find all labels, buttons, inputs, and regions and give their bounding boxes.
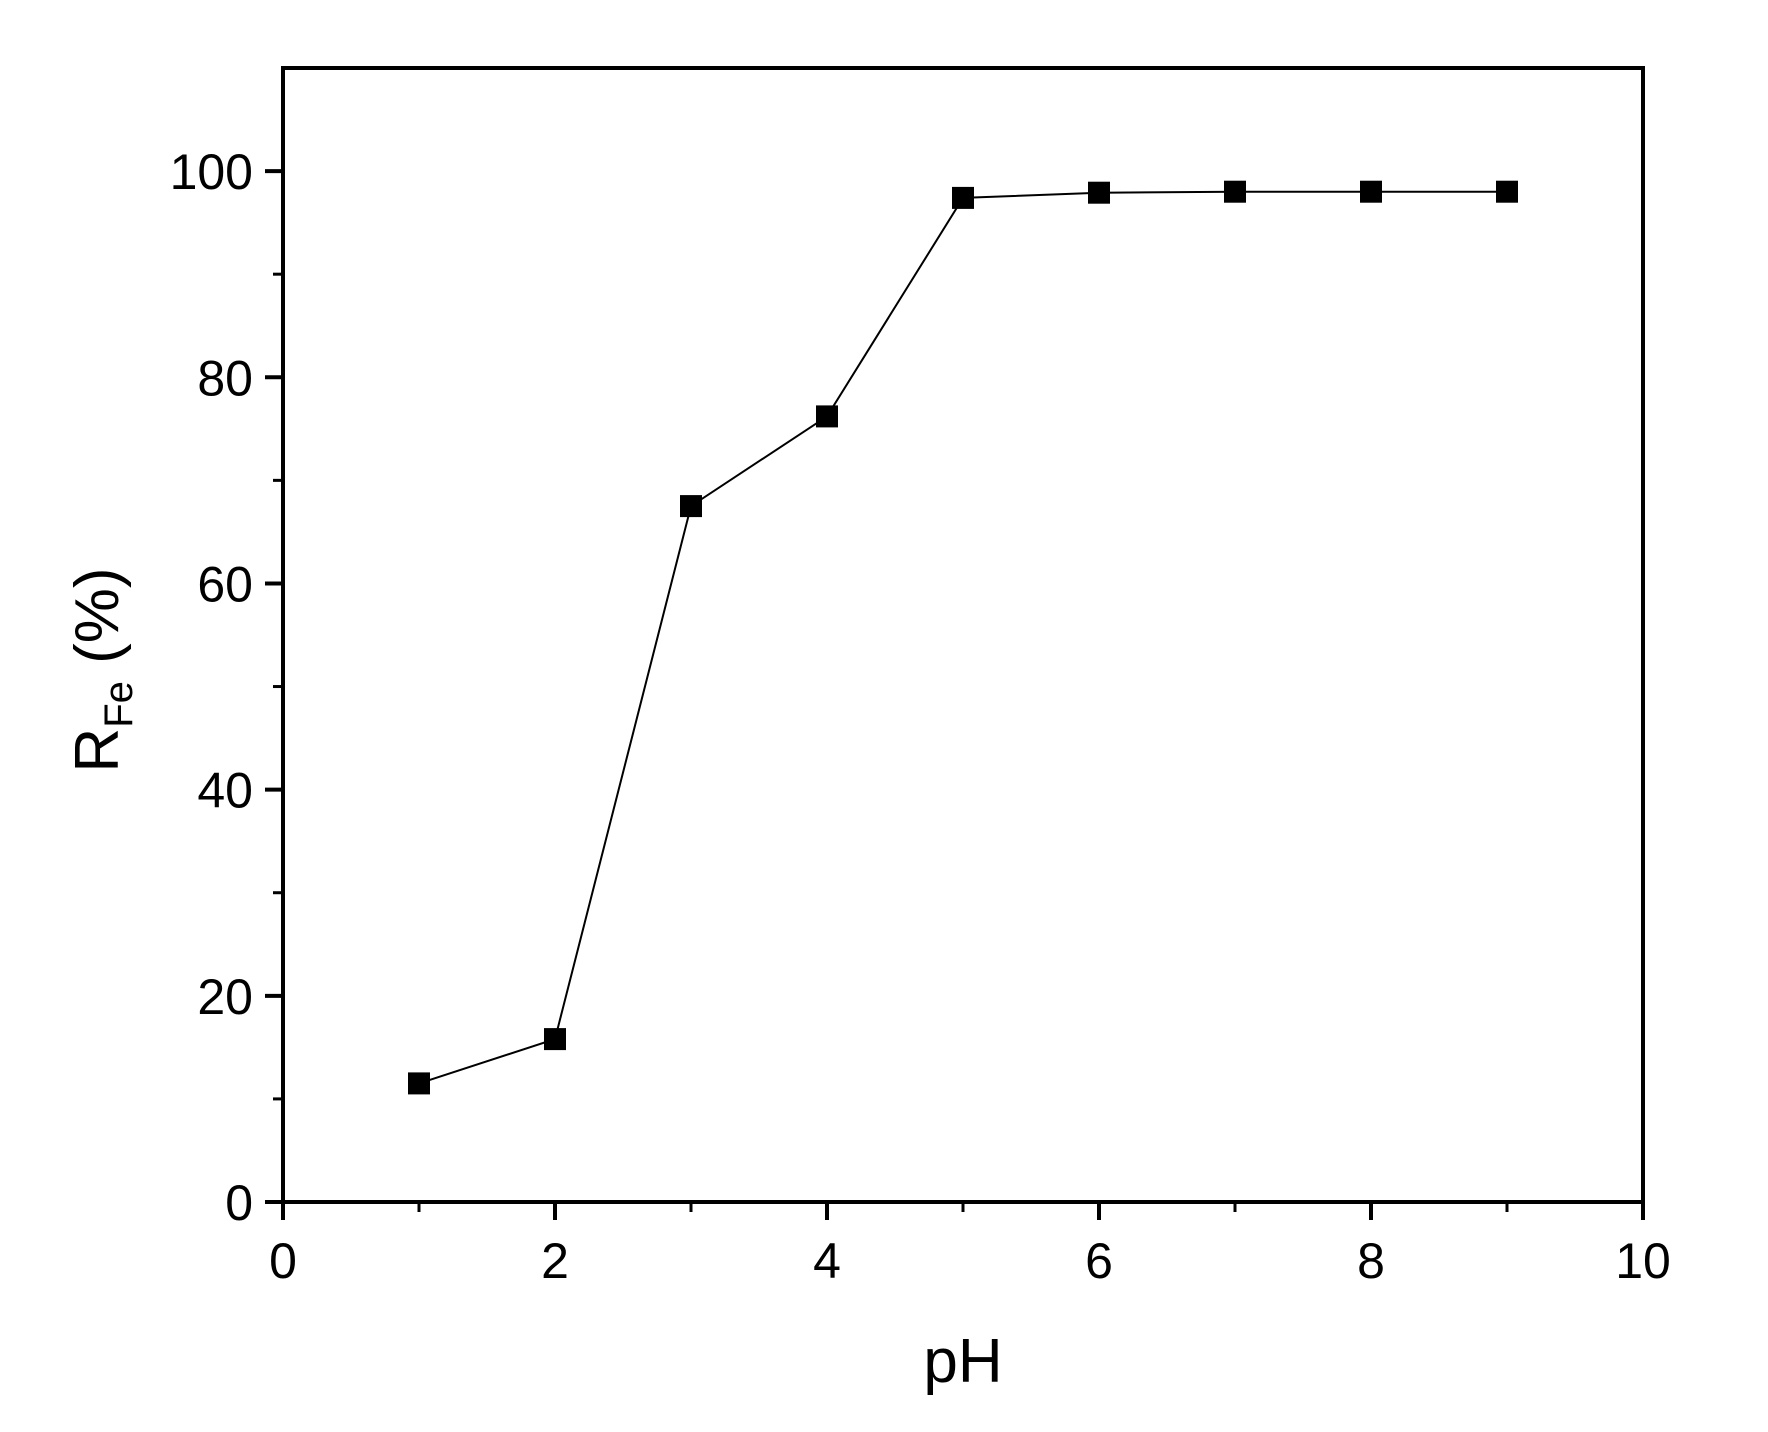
data-point [1496,180,1518,203]
y-tick-label: 40 [197,763,253,819]
data-point [1088,181,1110,204]
x-axis-title: pH [923,1327,1002,1396]
y-axis-title-text: RFe (%) [63,567,141,772]
y-tick-label: 20 [197,969,253,1025]
data-point [408,1072,430,1095]
y-axis-title-main: R [63,728,132,773]
data-point [544,1028,566,1051]
data-point [1224,180,1246,203]
data-point [1360,180,1382,203]
x-tick-label: 2 [541,1233,569,1289]
y-tick-label: 100 [170,144,253,200]
x-tick-label: 10 [1615,1233,1671,1289]
x-tick-label: 6 [1085,1233,1113,1289]
x-tick-label: 8 [1357,1233,1385,1289]
y-tick-label: 60 [197,556,253,612]
y-axis-title: RFe (%) [63,567,141,772]
data-point [816,405,838,428]
y-axis-title-subscript: Fe [97,681,141,728]
y-axis-title-unit: (%) [63,567,132,681]
x-axis-tick-labels: 0 2 4 6 8 10 [269,1233,1671,1289]
series-markers [408,180,1518,1095]
x-tick-label: 0 [269,1233,297,1289]
y-tick-label: 0 [225,1175,253,1231]
x-axis-ticks [281,1202,1645,1220]
y-tick-label: 80 [197,350,253,406]
x-tick-label: 4 [813,1233,841,1289]
y-axis-tick-labels: 0 20 40 60 80 100 [170,144,253,1231]
data-point [680,495,702,518]
data-point [952,186,974,209]
y-axis-ticks [265,169,283,1204]
